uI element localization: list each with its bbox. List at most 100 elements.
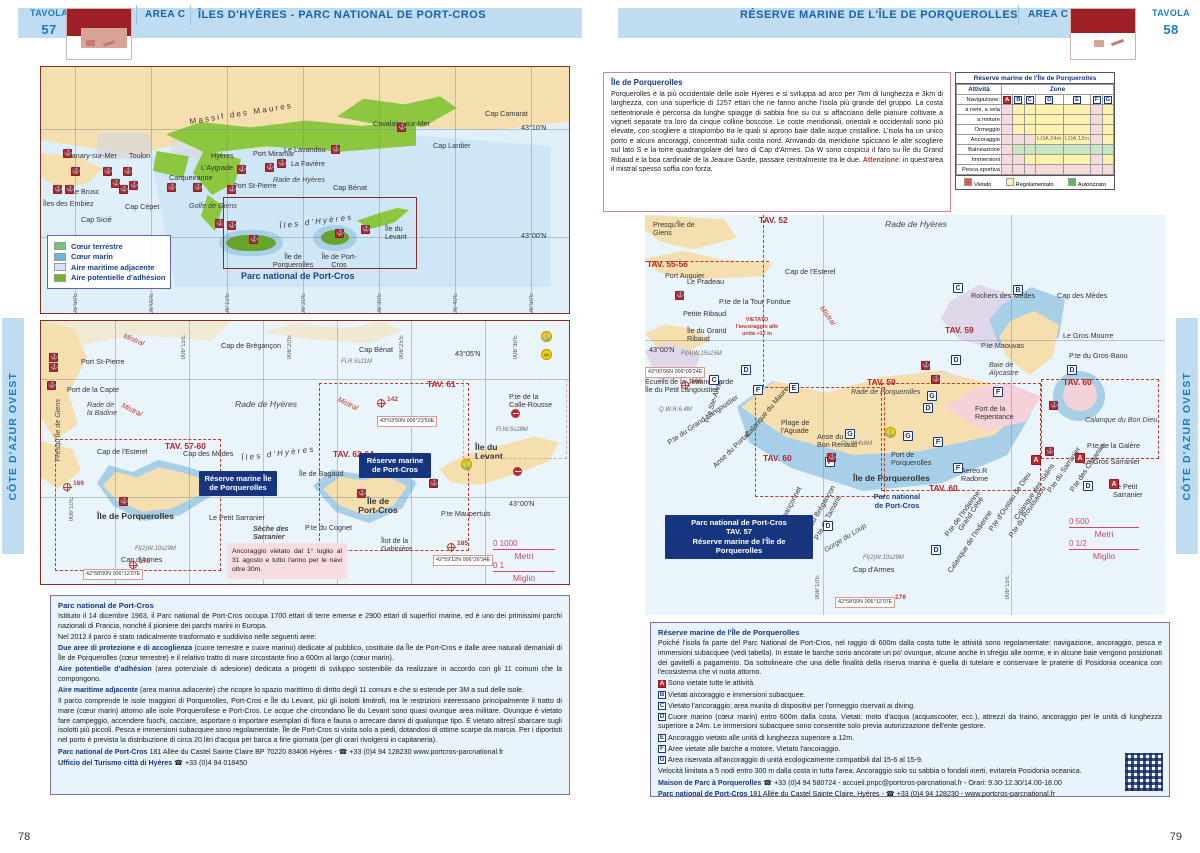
detail-port-icon-levant[interactable] [429, 478, 439, 488]
tav-ref-61[interactable]: TAV. 61 [427, 379, 456, 389]
port-icon-lavandou[interactable] [265, 162, 275, 172]
place-calanque-bon-dieu: Calanque du Bon Dieu [1085, 415, 1158, 424]
port-icon-lagoubran[interactable] [123, 166, 133, 176]
port-icon-seyne-2[interactable] [129, 180, 139, 190]
left-contact-2-detail: ☎ +33 (0)4 94 018450 [172, 758, 248, 767]
overview-gridline-lon-4 [303, 67, 304, 313]
detail-lon-tick-3: 006°20'E [287, 335, 293, 360]
detail-place-petit-sarranier: Le Petit Sarranier [209, 513, 265, 522]
place-toulon: Toulon [129, 151, 151, 160]
zone-marker-d-petit: D [1083, 481, 1093, 491]
detail-port-icon-1[interactable] [49, 352, 59, 362]
detail-gridline-lon-3 [263, 321, 264, 584]
right-port-icon-pradeau[interactable] [675, 290, 685, 300]
cell-imm-f [1090, 154, 1103, 165]
port-icon-toulon-1[interactable] [103, 166, 113, 176]
port-icon-tour-fondue[interactable] [227, 220, 237, 230]
reg-zone-cell-f: F [1090, 94, 1103, 105]
right-tav-ref-60-left[interactable]: TAV. 60 [763, 453, 792, 463]
cell-remi-g [1101, 104, 1115, 115]
port-icon-carqueiranne[interactable] [167, 182, 177, 192]
port-icon-faviere[interactable] [277, 158, 287, 168]
prohibited-icon-2 [513, 467, 522, 476]
dash-area-tav60-right [1041, 379, 1159, 459]
port-icon-aygrade[interactable] [193, 182, 203, 192]
lon-tick-7: 006°50'E [529, 293, 535, 314]
right-scale-miglio-line [1069, 549, 1139, 551]
right-tav-ref-52[interactable]: TAV. 52 [759, 215, 788, 225]
port-icon-bandol[interactable] [71, 166, 81, 176]
place-anse-bon-renaud: Anse du Bon Renaud [817, 432, 857, 449]
right-tav-ref-60-right[interactable]: TAV. 60 [1063, 377, 1092, 387]
port-icon-embiez[interactable] [53, 184, 63, 194]
reg-legend-vietato: Vietato [964, 177, 991, 188]
qr-code[interactable] [1125, 753, 1163, 791]
right-port-icon-east[interactable] [931, 374, 941, 384]
detail-place-port-st-pierre: Port St-Pierre [81, 357, 125, 366]
left-side-tab[interactable]: CÔTE D'AZUR OVEST [2, 318, 24, 554]
place-port-cros: Île de Port-Cros [321, 252, 357, 269]
port-icon-miramar[interactable] [237, 164, 247, 174]
zone-badge-f: F [1092, 95, 1101, 104]
reg-row-label-pesca: Pesca sportiva [956, 164, 1002, 175]
right-tav-ref-60-mid[interactable]: TAV. 60 [929, 483, 958, 493]
waypoint-label-176: 176 [139, 558, 151, 565]
right-panel-title: Réserve marine de l'Île de Porquerolles [658, 628, 800, 637]
detail-port-icon-porquerolles[interactable] [119, 496, 129, 506]
cell-imm-a [1000, 154, 1014, 165]
cell-orm-e [1062, 124, 1092, 135]
port-icon-cavalaire-2[interactable] [397, 122, 407, 132]
right-panel-intro: Poiché l'isola fa parte del Parc Nationa… [658, 639, 1162, 677]
zone-note-text-e: Ancoraggio vietato alle unità di lunghez… [668, 733, 855, 742]
cell-motore-d [1034, 114, 1064, 125]
detail-map[interactable]: Port St-Pierre Port de la Capte Rade de … [40, 320, 570, 585]
right-tav-ref-59-top[interactable]: TAV. 59 [945, 325, 974, 335]
left-header-divider-2 [190, 5, 191, 25]
overview-map[interactable]: Massif des Maures Îles d'Hyères Sanary-s… [40, 66, 570, 314]
left-tavola-box: TAVOLA 57 [18, 8, 80, 54]
place-port-miramar: Port Miramar [253, 149, 295, 158]
port-icon-cavalaire[interactable] [331, 144, 341, 154]
place-ile-porquerolles-r: Île de Porquerolles [853, 473, 930, 483]
port-icon-seyne-1[interactable] [119, 184, 129, 194]
right-thumb-land [1071, 9, 1135, 33]
port-icon-port-cros[interactable] [335, 228, 345, 238]
right-waypoint-coord-176: 42°58'00N 006°12'07E [835, 597, 896, 608]
detail-port-icon-3[interactable] [47, 380, 57, 390]
porquerolles-reserve-map[interactable]: Presqu'Île de Giens Port Auguier Le Prad… [645, 215, 1165, 615]
right-side-tab[interactable]: CÔTE D'AZUR OVEST [1176, 318, 1198, 554]
zone-badge-g: G [1103, 95, 1112, 104]
place-golfe-giens: Golfe de Giens [189, 201, 237, 210]
anchor-restriction-note: Ancoraggio vietato dal 1° luglio al 31 a… [227, 543, 347, 579]
port-icon-sanary[interactable] [63, 148, 73, 158]
legend-row-aire-adhesion: Aire potentielle d’adhésion [54, 273, 165, 282]
right-contact-2-detail: 181 Allée du Castel Sainte Claire, Hyère… [747, 789, 1056, 798]
reg-row-label-motore: a motore [956, 114, 1002, 125]
right-tavola-box: TAVOLA 58 [1140, 8, 1200, 54]
right-tav-ref-55-56[interactable]: TAV. 55-56 [647, 259, 688, 269]
right-scale-metri-label: Metri [1094, 529, 1114, 540]
cell-orm-c [1023, 124, 1036, 135]
port-icon-porquerolles[interactable] [249, 234, 259, 244]
right-gridline-lat-1 [645, 340, 1165, 341]
right-port-icon-galere[interactable] [1045, 446, 1055, 456]
zone-marker-f-salins: F [953, 463, 963, 473]
detail-port-icon-2[interactable] [49, 362, 59, 372]
tav-ref-57-60[interactable]: TAV. 57-60 [165, 441, 206, 451]
port-icon-st-pierre[interactable] [227, 184, 237, 194]
detail-port-icon-portcros[interactable] [357, 488, 367, 498]
zone-marker-f-alycastre: F [993, 387, 1003, 397]
port-icon-levant[interactable] [361, 224, 371, 234]
left-header-title: ÎLES D'HYÈRES - PARC NATIONAL DE PORT-CR… [198, 9, 486, 21]
left-text-panel: Parc national de Port-Cros Istituito il … [50, 595, 570, 795]
port-icon-brusc[interactable] [65, 184, 75, 194]
cell-anc-a [1000, 134, 1014, 145]
right-tav-ref-59-mid[interactable]: TAV. 59 [867, 377, 896, 387]
detail-place-porquerolles: Île de Porquerolles [97, 511, 174, 521]
detail-lon-tick-4: 006°25'E [399, 335, 405, 360]
right-port-icon-bon-dieu[interactable] [1049, 400, 1059, 410]
right-port-icon-aguade[interactable] [827, 452, 837, 462]
detail-gridline-lon-6 [485, 321, 486, 584]
tav-ref-62-64[interactable]: TAV. 62-64 [333, 449, 374, 459]
right-port-icon-alycastre[interactable] [921, 360, 931, 370]
